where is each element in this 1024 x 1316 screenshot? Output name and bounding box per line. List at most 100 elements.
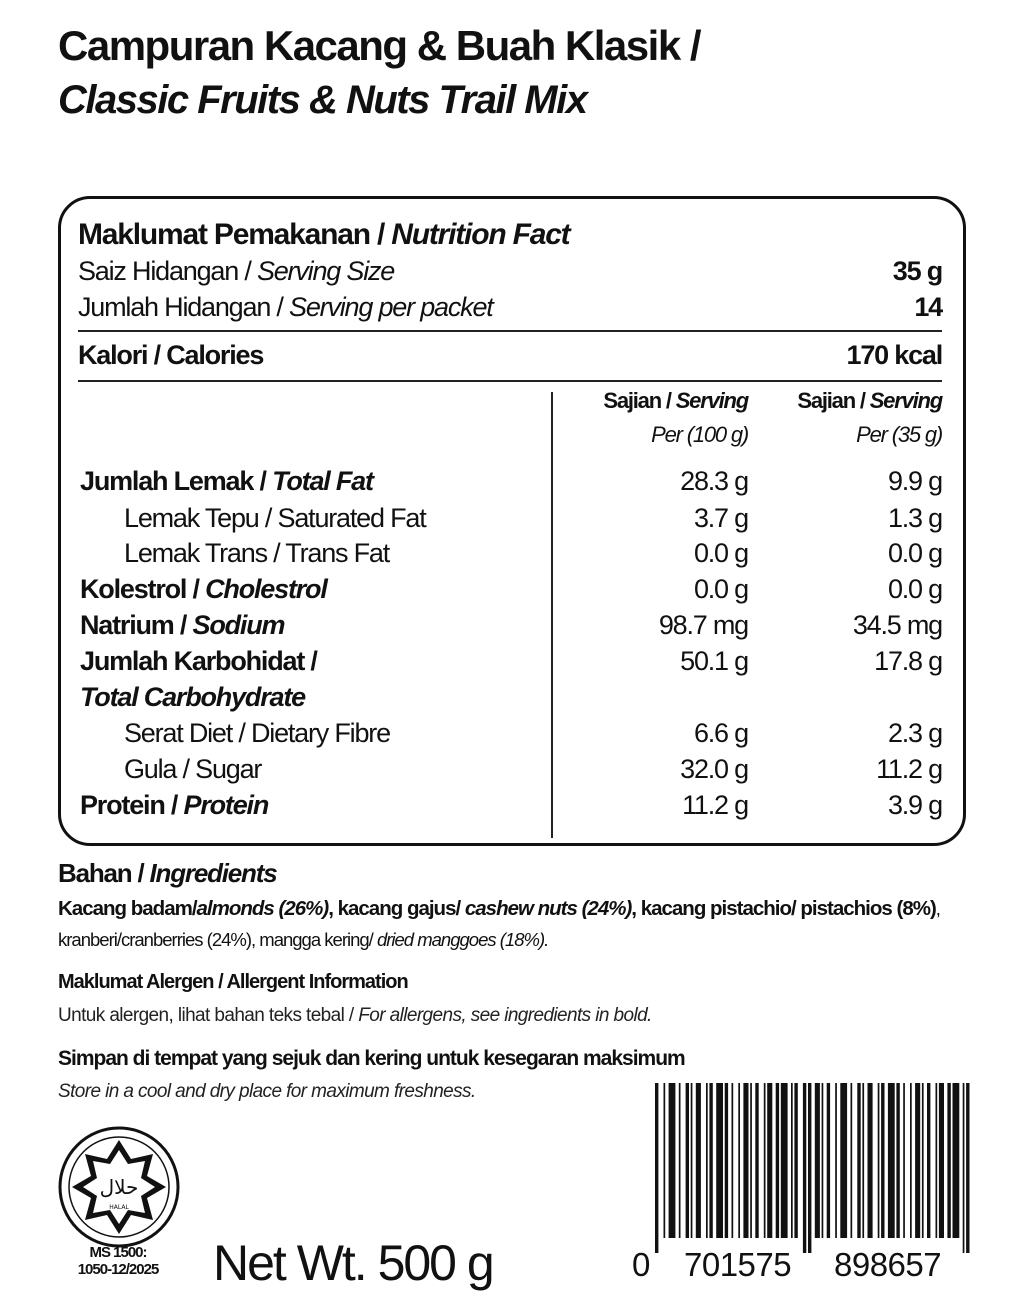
nutrition-heading-ms: Maklumat Pemakanan / <box>78 218 392 251</box>
value-per-100g: 6.6 g <box>693 718 749 748</box>
col-header-ms: Sajian / <box>797 388 870 413</box>
servings-per-packet-value: 14 <box>914 292 943 322</box>
barcode-bar <box>962 1083 965 1253</box>
barcode-bar <box>814 1083 820 1238</box>
barcode-bar <box>840 1083 848 1238</box>
nutrient-name-ms: Gula / <box>124 754 196 784</box>
nutrient-name-ms: Protein / <box>80 790 184 820</box>
product-title-english: Classic Fruits & Nuts Trail Mix <box>58 78 588 122</box>
barcode-bar <box>896 1083 900 1238</box>
barcode-digit-first: 0 <box>632 1246 651 1283</box>
barcode-bar <box>857 1083 861 1238</box>
barcode <box>655 1083 970 1253</box>
nutrient-label: Natrium / Sodium <box>80 610 286 641</box>
barcode-bar <box>678 1083 681 1238</box>
barcode-bar <box>802 1083 807 1253</box>
net-weight: Net Wt. 500 g <box>213 1235 495 1291</box>
ingredients-text: Kacang badam/almonds (26%), kacang gajus… <box>58 893 978 955</box>
barcode-bar <box>966 1083 970 1253</box>
column-subheader-per100: Per (100 g) <box>651 422 749 447</box>
ingredient-text-part: , kacang pistachio/ pistachios (8%) <box>631 897 936 920</box>
barcode-bar <box>724 1083 729 1238</box>
barcode-bar <box>791 1083 793 1238</box>
barcode-bar <box>743 1083 749 1238</box>
nutrient-name-en: Protein <box>183 790 270 820</box>
value-per-100g: 0.0 g <box>693 574 749 604</box>
nutrient-name-ms: Lemak Tepu / <box>124 503 278 533</box>
value-per-100g: 98.7 mg <box>658 610 749 640</box>
barcode-bar <box>775 1083 780 1238</box>
nutrient-name-en: Saturated Fat <box>277 503 427 533</box>
barcode-bar <box>927 1083 931 1238</box>
nutrient-name-ms: Kolestrol / <box>80 574 206 604</box>
barcode-bar <box>921 1083 924 1238</box>
barcode-bar <box>821 1083 824 1238</box>
nutrition-heading-en: Nutrition Fact <box>391 218 570 251</box>
divider <box>78 380 942 382</box>
cert-line: 1050-12/2025 <box>77 1261 160 1278</box>
column-divider <box>551 392 553 838</box>
nutrient-name-ms: Natrium / <box>80 610 193 640</box>
barcode-bar <box>881 1083 885 1238</box>
nutrient-label: Jumlah Lemak / Total Fat <box>80 466 374 497</box>
svg-text:HALAL: HALAL <box>109 1204 129 1211</box>
barcode-bar <box>903 1083 905 1238</box>
value-per-100g: 32.0 g <box>680 754 749 784</box>
value-per-serving: 3.9 g <box>887 790 943 820</box>
value-per-100g: 28.3 g <box>680 466 749 496</box>
value-per-serving: 34.5 mg <box>852 610 943 640</box>
ingredients-heading-en: Ingredients <box>149 858 278 888</box>
value-per-serving: 0.0 g <box>887 538 943 568</box>
nutrient-name-en: Total Carbohydrate <box>80 682 306 712</box>
column-header-per100: Sajian / Serving <box>603 388 750 414</box>
calories-value: 170 kcal <box>846 340 944 370</box>
nutrition-facts-panel <box>58 196 966 846</box>
nutrient-name-ms: Lemak Trans / <box>124 538 286 568</box>
barcode-bar <box>750 1083 752 1238</box>
value-per-100g: 50.1 g <box>680 646 749 676</box>
allergen-heading: Maklumat Alergen / Allergent Information <box>58 971 409 993</box>
barcode-bar <box>763 1083 766 1238</box>
value-per-serving: 9.9 g <box>887 466 943 496</box>
col-header-en: Serving <box>675 388 750 413</box>
value-per-serving: 0.0 g <box>887 574 943 604</box>
col-header-en: Serving <box>869 388 944 413</box>
barcode-bar <box>731 1083 734 1238</box>
barcode-bar <box>947 1083 951 1238</box>
barcode-bar <box>862 1083 865 1238</box>
barcode-bar <box>780 1083 788 1238</box>
divider <box>78 330 942 332</box>
barcode-bar <box>655 1083 659 1253</box>
barcode-bar <box>709 1083 713 1238</box>
servings-en: Serving per packet <box>289 292 494 322</box>
barcode-bar <box>738 1083 740 1238</box>
barcode-bar <box>767 1083 773 1238</box>
barcode-bar <box>850 1083 853 1238</box>
ingredients-heading-ms: Bahan / <box>58 858 150 888</box>
value-per-serving: 1.3 g <box>887 503 943 533</box>
barcode-bar <box>910 1083 912 1238</box>
value-per-100g: 0.0 g <box>693 538 749 568</box>
barcode-bar <box>915 1083 921 1238</box>
column-header-perserving: Sajian / Serving <box>797 388 944 414</box>
storage-text: Store in a cool and dry place for maximu… <box>58 1081 476 1102</box>
barcode-bar <box>887 1083 895 1238</box>
halal-certification-number: MS 1500: 1050-12/2025 <box>52 1244 184 1278</box>
nutrient-label: Serat Diet / Dietary Fibre <box>124 718 391 749</box>
ingredient-text-part: , kacang gajus/ <box>328 897 465 920</box>
ingredients-heading: Bahan / Ingredients <box>58 858 278 889</box>
serving-size-ms: Saiz Hidangan / <box>78 256 257 286</box>
barcode-bar <box>716 1083 723 1238</box>
barcode-digits-left: 701575 <box>684 1246 792 1283</box>
value-per-serving: 2.3 g <box>887 718 943 748</box>
servings-per-packet-label: Jumlah Hidangan / Serving per packet <box>78 292 494 323</box>
nutrient-label: Lemak Trans / Trans Fat <box>124 538 390 569</box>
ingredient-text-part: dried manggoes (18%). <box>376 929 549 950</box>
cert-line: MS 1500: <box>89 1244 147 1261</box>
nutrient-label: Jumlah Karbohidat / Total Carbohydrate <box>80 646 318 712</box>
nutrient-name-ms: Serat Diet / <box>124 718 251 748</box>
nutrient-name-en: Total Fat <box>272 466 374 496</box>
serving-size-label: Saiz Hidangan / Serving Size <box>78 256 395 287</box>
ingredient-text-part: Kacang badam/ <box>58 897 198 920</box>
ingredient-text-part: cashew nuts (24%) <box>464 897 632 920</box>
